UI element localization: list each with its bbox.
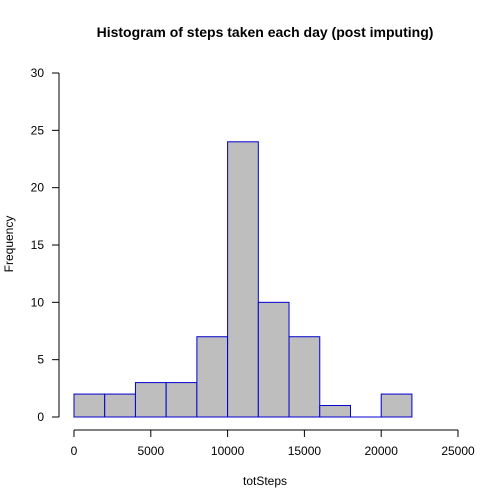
x-tick-label: 25000 (441, 444, 475, 458)
histogram-bar (73, 393, 106, 418)
x-tick-label: 15000 (288, 444, 322, 458)
x-tick-label: 0 (71, 444, 78, 458)
y-tick-label: 15 (31, 238, 45, 252)
x-tick-label: 20000 (365, 444, 399, 458)
y-tick-label: 10 (31, 295, 45, 309)
y-axis: 0 5 10 15 20 25 30 (31, 66, 60, 424)
histogram-bar (288, 336, 321, 418)
y-tick-label: 0 (37, 410, 44, 424)
chart-title: Histogram of steps taken each day (post … (97, 24, 434, 40)
histogram-bar (196, 336, 229, 418)
histogram-bar (319, 405, 351, 418)
y-tick-label: 30 (31, 66, 45, 80)
histogram-bar (104, 393, 136, 418)
x-axis-label: totSteps (243, 474, 287, 488)
histogram-bar (257, 301, 290, 418)
y-tick-label: 20 (31, 181, 45, 195)
x-tick-label: 5000 (137, 444, 164, 458)
y-tick-label: 5 (37, 353, 44, 367)
histogram-bar (227, 141, 259, 418)
y-axis-label: Frequency (2, 216, 16, 273)
histogram-bar (134, 382, 167, 418)
bars-group (73, 141, 413, 418)
y-tick-label: 25 (31, 123, 45, 137)
x-tick-label: 10000 (211, 444, 245, 458)
x-axis: 0 5000 10000 15000 20000 25000 (71, 429, 475, 458)
histogram-bar (165, 382, 198, 418)
histogram-bar (380, 393, 413, 418)
